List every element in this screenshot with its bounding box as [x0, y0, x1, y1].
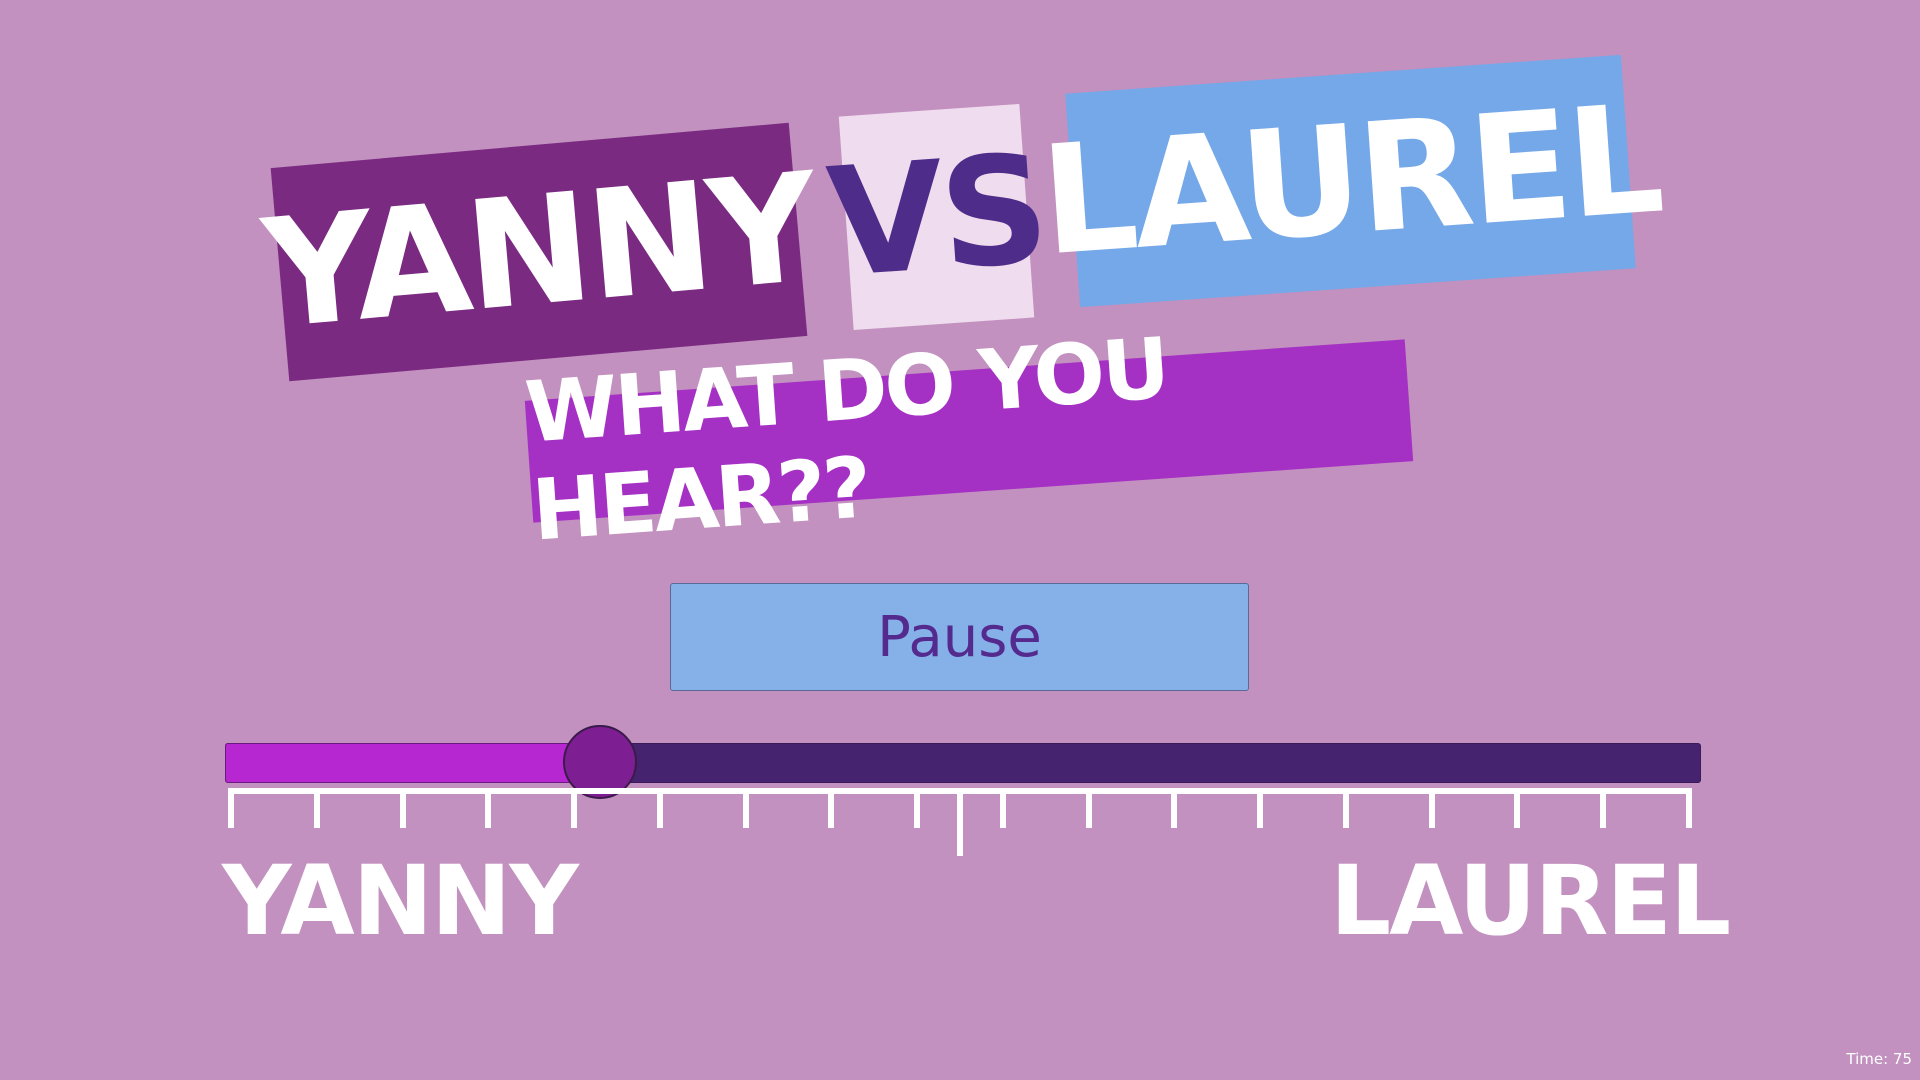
tick-mark — [228, 788, 234, 828]
label-yanny: YANNY — [222, 845, 579, 957]
title-vs: VS — [823, 103, 1050, 331]
tick-mark — [1514, 788, 1521, 828]
tick-mark — [1428, 788, 1435, 828]
tick-mark — [313, 788, 320, 828]
tick-mark — [1085, 788, 1092, 828]
tick-mark — [656, 788, 663, 828]
tick-mark — [828, 788, 835, 828]
slider-fill — [225, 743, 600, 783]
tick-mark — [1600, 788, 1607, 828]
tick-mark — [1171, 788, 1178, 828]
yanny-laurel-slider[interactable] — [225, 725, 1701, 799]
title-laurel: LAUREL — [1036, 54, 1665, 308]
tick-mark — [399, 788, 406, 828]
tick-mark — [742, 788, 749, 828]
tick-center — [957, 788, 963, 856]
time-readout: Time: 75 — [1846, 1050, 1912, 1068]
pause-button[interactable]: Pause — [670, 583, 1249, 691]
tick-mark — [1342, 788, 1349, 828]
tick-mark — [1257, 788, 1264, 828]
label-laurel: LAUREL — [1330, 845, 1731, 957]
tick-mark — [999, 788, 1006, 828]
tick-mark — [914, 788, 921, 828]
slider-thumb[interactable] — [562, 725, 637, 799]
title-yanny: YANNY — [257, 122, 821, 382]
title-yanny-text: YANNY — [257, 141, 821, 363]
subtitle-banner: WHAT DO YOU HEAR?? — [522, 319, 1414, 560]
tick-mark — [571, 788, 578, 828]
slider-ticks — [228, 788, 1692, 858]
title-laurel-text: LAUREL — [1035, 72, 1666, 290]
tick-mark — [1686, 788, 1692, 828]
tick-mark — [485, 788, 492, 828]
title-vs-text: VS — [822, 122, 1051, 312]
